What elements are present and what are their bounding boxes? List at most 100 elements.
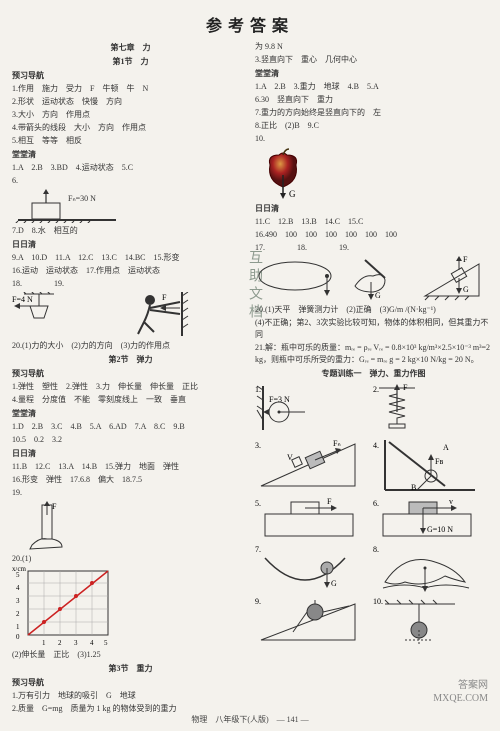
text-line: 20.(1) [12, 553, 249, 565]
section1-heading: 第1节 力 [12, 56, 249, 68]
preview-heading: 预习导航 [12, 368, 249, 380]
text-line: 19. [12, 487, 249, 499]
text-line: 16.运动 运动状态 17.作用点 运动状态 [12, 265, 249, 277]
text-line: 3.大小 方向 作用点 [12, 109, 249, 121]
num-label: 2. [373, 385, 379, 394]
svg-text:0: 0 [16, 633, 20, 641]
daily-heading: 日日清 [12, 448, 249, 460]
left-column: 第七章 力 第1节 力 预习导航 1.作用 施力 受力 F 牛顿 牛 N 2.形… [12, 40, 249, 716]
text-line: 9.A 10.D 11.A 12.C 13.C 14.BC 15.形变 [12, 252, 249, 264]
figure-block-normal-force: Fₙ=30 N [12, 189, 249, 223]
figure-label: F=4 N [12, 295, 33, 304]
fb-label: Fʙ [435, 457, 443, 466]
v-label: v [449, 497, 453, 506]
section3-heading: 第3节 重力 [12, 663, 249, 675]
svg-text:2: 2 [58, 639, 62, 647]
text-line: 7.D 8.水 相互的 [12, 225, 249, 237]
num-label: 10. [373, 597, 383, 606]
g-label: G [331, 579, 337, 588]
page-footer: 物理 八年级下(人版) — 141 — [0, 714, 500, 725]
text-line: 10.5 0.2 3.2 [12, 434, 249, 446]
figure-chart: 543210 12345 x/cm [12, 567, 249, 647]
svg-text:4: 4 [16, 584, 20, 592]
svg-text:1: 1 [16, 623, 20, 631]
num-label: 5. [255, 499, 261, 508]
f-label: F [403, 383, 408, 392]
text-line: 1.A 2.B 3.重力 地球 4.B 5.A [255, 81, 492, 93]
num-label: 3. [255, 441, 261, 450]
watermark: 答案网 MXQE.COM [433, 679, 488, 705]
fn-label: Fₙ [333, 439, 341, 448]
figure-label: F [52, 502, 57, 511]
figure-17-18-19: G F G [255, 256, 492, 302]
a-label: A [443, 443, 449, 452]
text-line: 8.正比 (2)B 9.C [255, 120, 492, 132]
handwritten-note: 互助文档 [244, 250, 264, 322]
text-line: 11.B 12.C 13.A 14.B 15.弹力 地面 弹性 [12, 461, 249, 473]
num-label: 6. [373, 499, 379, 508]
g10-label: G=10 N [427, 525, 453, 534]
text-line: 1.万有引力 地球的吸引 G 地球 [12, 690, 249, 702]
chart-xlabel: x/cm [12, 567, 27, 573]
svg-text:3: 3 [74, 639, 78, 647]
class-heading: 堂堂清 [255, 68, 492, 80]
text-line: 16.形变 弹性 17.6.8 偏大 18.7.5 [12, 474, 249, 486]
text-line: 10. [255, 133, 492, 145]
section2-heading: 第2节 弹力 [12, 354, 249, 366]
svg-text:2: 2 [16, 610, 20, 618]
chapter-heading: 第七章 力 [12, 42, 249, 54]
num-label: 4. [373, 441, 379, 450]
figure-training-grid: 1. F=3 N 2. F 3. [255, 382, 492, 646]
f-label: F [327, 497, 332, 506]
text-line: 6. [12, 175, 249, 187]
text-line: (4)不正确；第2、3次实验比较可知，物体的体积相同，但其重力不同 [255, 317, 492, 341]
text-line: 20.(1)力的大小 (2)力的方向 (3)力的作用点 [12, 340, 249, 352]
text-line: 4.带箭头的线段 大小 方向 作用点 [12, 122, 249, 134]
daily-heading: 日日清 [12, 239, 249, 251]
text-line: 16.490 100 100 100 100 100 100 [255, 229, 492, 241]
figure-apple: G [255, 147, 492, 201]
text-line: 18. 19. [12, 278, 249, 290]
preview-heading: 预习导航 [12, 70, 249, 82]
text-line: 6.30 竖直向下 重力 [255, 94, 492, 106]
text-line: 20.(1)天平 弹簧测力计 (2)正确 (3)G/m /(N·kg⁻¹) [255, 304, 492, 316]
tri-g-label: G [463, 285, 469, 294]
text-line: 2.形状 运动状态 快慢 方向 [12, 96, 249, 108]
svg-text:1: 1 [42, 639, 46, 647]
figure-lamp-and-push: F=4 N F [12, 292, 249, 338]
figure-label: F [162, 293, 167, 302]
text-line: 1.弹性 塑性 2.弹性 3.力 伸长量 伸长量 正比 [12, 381, 249, 393]
page-title: 参考答案 [0, 0, 500, 36]
text-line: 5.相互 等等 相反 [12, 135, 249, 147]
num-label: 8. [373, 545, 379, 554]
b-label: B [411, 483, 416, 492]
hand-g-label: G [375, 291, 381, 300]
text-line: 3.竖直向下 重心 几何中心 [255, 54, 492, 66]
text-line: (2)伸长量 正比 (3)1.25 [12, 649, 249, 661]
v-label: V [287, 453, 293, 462]
text-line: 4.量程 分度值 不能 零刻度线上 一致 垂直 [12, 394, 249, 406]
text-line: 11.C 12.B 13.B 14.C 15.C [255, 216, 492, 228]
apple-g-label: G [289, 189, 296, 199]
text-line: 1.A 2.B 3.BD 4.运动状态 5.C [12, 162, 249, 174]
text-line: 1.作用 施力 受力 F 牛顿 牛 N [12, 83, 249, 95]
figure-spring-hand: F [12, 501, 249, 551]
figure-label: Fₙ=30 N [68, 194, 96, 203]
right-column: 为 9.8 N 3.竖直向下 重心 几何中心 堂堂清 1.A 2.B 3.重力 … [255, 40, 492, 716]
num-label: 7. [255, 545, 261, 554]
text-line: 7.重力的方向始终是竖直向下的 左 [255, 107, 492, 119]
f3n-label: F=3 N [269, 395, 290, 404]
watermark-line1: 答案网 [433, 679, 488, 692]
special-training-heading: 专题训练一 弹力、重力作图 [255, 368, 492, 380]
text-line: 17. 18. 19. [255, 242, 492, 254]
svg-text:3: 3 [16, 597, 20, 605]
num-label: 9. [255, 597, 261, 606]
text-line: 1.D 2.B 3.C 4.B 5.A 6.AD 7.A 8.C 9.B [12, 421, 249, 433]
daily-heading: 日日清 [255, 203, 492, 215]
tri-f-label: F [463, 256, 468, 264]
watermark-line2: MXQE.COM [433, 692, 488, 705]
text-line: 21.解：瓶中可乐的质量：mᵣₑ = ρᵣₑ Vᵣₑ = 0.8×10³ kg/… [255, 342, 492, 366]
class-heading: 堂堂清 [12, 408, 249, 420]
svg-text:5: 5 [104, 639, 108, 647]
class-heading: 堂堂清 [12, 149, 249, 161]
